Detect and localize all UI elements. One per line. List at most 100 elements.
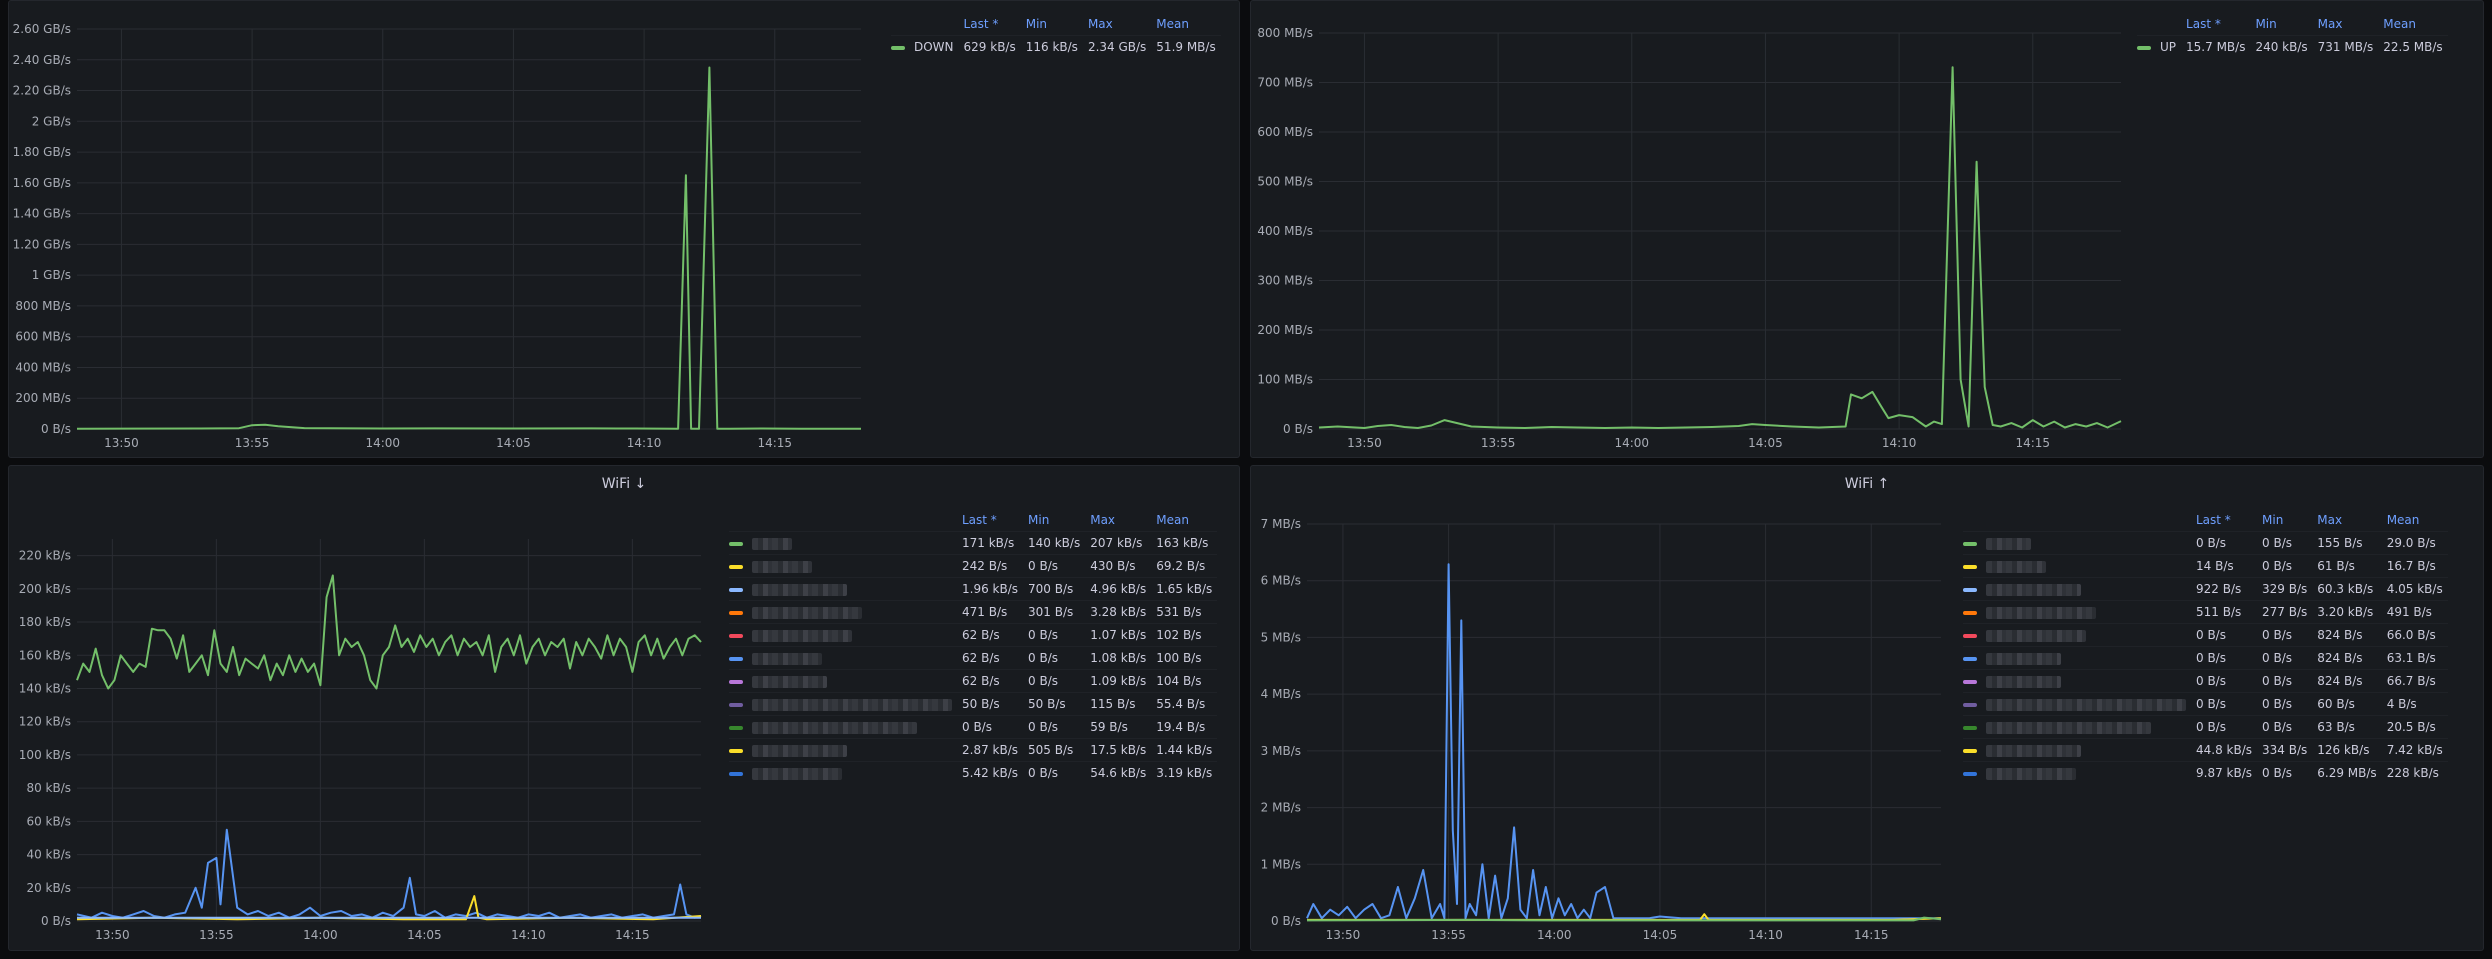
legend-row[interactable]: 0 B/s 0 B/s 824 B/s 66.0 B/s xyxy=(1963,623,2448,647)
legend-header-spacer xyxy=(909,13,959,36)
legend-row[interactable]: 62 B/s 0 B/s 1.08 kB/s 100 B/s xyxy=(729,646,1218,670)
legend-row[interactable]: DOWN 629 kB/s 116 kB/s 2.34 GB/s 51.9 MB/s xyxy=(891,35,1221,58)
legend-header-3: Mean xyxy=(2383,17,2416,31)
legend-row[interactable]: 44.8 kB/s 334 B/s 126 kB/s 7.42 kB/s xyxy=(1963,738,2448,762)
legend-row[interactable]: 0 B/s 0 B/s 60 B/s 4 B/s xyxy=(1963,692,2448,716)
legend-series-name-redacted[interactable] xyxy=(1981,554,2191,578)
legend-swatch xyxy=(1963,738,1981,762)
legend-header-row: Last * Min Max Mean xyxy=(1963,509,2448,532)
legend-header-2: Max xyxy=(1090,513,1116,527)
legend-value-mean: 20.5 B/s xyxy=(2381,715,2448,739)
legend-row[interactable]: 242 B/s 0 B/s 430 B/s 69.2 B/s xyxy=(729,554,1218,578)
y-tick-label: 4 MB/s xyxy=(1261,687,1301,701)
y-tick-label: 1.40 GB/s xyxy=(13,207,71,221)
legend-header-0[interactable]: Last * xyxy=(962,513,997,527)
y-tick-label: 160 kB/s xyxy=(19,648,71,662)
legend-value-max: 59 B/s xyxy=(1085,715,1152,739)
legend-row[interactable]: 2.87 kB/s 505 B/s 17.5 kB/s 1.44 kB/s xyxy=(729,738,1218,762)
legend-row[interactable]: 14 B/s 0 B/s 61 B/s 16.7 B/s xyxy=(1963,554,2448,578)
legend-row[interactable]: 0 B/s 0 B/s 155 B/s 29.0 B/s xyxy=(1963,531,2448,555)
legend-series-name-redacted[interactable] xyxy=(747,669,957,693)
legend-header-1: Min xyxy=(2255,17,2277,31)
y-tick-label: 1.80 GB/s xyxy=(13,145,71,159)
legend-series-name-redacted[interactable] xyxy=(747,623,957,647)
legend-series-name-redacted[interactable] xyxy=(747,531,957,555)
legend-row[interactable]: 0 B/s 0 B/s 824 B/s 66.7 B/s xyxy=(1963,669,2448,693)
legend-value-mean: 3.19 kB/s xyxy=(1151,761,1218,784)
legend-row[interactable]: 50 B/s 50 B/s 115 B/s 55.4 B/s xyxy=(729,692,1218,716)
legend-value-max: 2.34 GB/s xyxy=(1082,35,1152,58)
legend-header-2: Max xyxy=(2317,17,2343,31)
legend-row[interactable]: 511 B/s 277 B/s 3.20 kB/s 491 B/s xyxy=(1963,600,2448,624)
legend-row[interactable]: 471 B/s 301 B/s 3.28 kB/s 531 B/s xyxy=(729,600,1218,624)
legend-row[interactable]: 1.96 kB/s 700 B/s 4.96 kB/s 1.65 kB/s xyxy=(729,577,1218,601)
legend-series-name-redacted[interactable] xyxy=(747,761,957,784)
legend-value-min: 0 B/s xyxy=(1023,761,1086,784)
legend-row[interactable]: 9.87 kB/s 0 B/s 6.29 MB/s 228 kB/s xyxy=(1963,761,2448,784)
legend-row[interactable]: 62 B/s 0 B/s 1.07 kB/s 102 B/s xyxy=(729,623,1218,647)
legend-value-max: 63 B/s xyxy=(2312,715,2382,739)
y-tick-label: 600 MB/s xyxy=(1257,125,1313,139)
legend-series-name-redacted[interactable] xyxy=(747,646,957,670)
y-tick-label: 0 B/s xyxy=(1271,914,1301,928)
legend-value-mean: 163 kB/s xyxy=(1151,531,1218,555)
legend-series-name-redacted[interactable] xyxy=(1981,715,2191,739)
legend-row[interactable]: 5.42 kB/s 0 B/s 54.6 kB/s 3.19 kB/s xyxy=(729,761,1218,784)
legend-series-name-redacted[interactable] xyxy=(1981,761,2191,784)
legend-series-name-redacted[interactable] xyxy=(747,738,957,762)
legend-swatch xyxy=(729,738,747,762)
legend-value-last: 0 B/s xyxy=(2191,715,2258,739)
y-tick-label: 120 kB/s xyxy=(19,715,71,729)
legend-series-name[interactable]: UP xyxy=(2155,35,2182,58)
legend-row[interactable]: 922 B/s 329 B/s 60.3 kB/s 4.05 kB/s xyxy=(1963,577,2448,601)
legend-series-name-redacted[interactable] xyxy=(1981,531,2191,555)
legend-series-name-redacted[interactable] xyxy=(1981,623,2191,647)
series-line-0 xyxy=(1306,563,1941,920)
legend-value-max: 1.07 kB/s xyxy=(1085,623,1152,647)
legend-swatch xyxy=(729,646,747,670)
y-tick-label: 100 kB/s xyxy=(19,748,71,762)
legend-row[interactable]: 171 kB/s 140 kB/s 207 kB/s 163 kB/s xyxy=(729,531,1218,555)
legend-series-name-redacted[interactable] xyxy=(747,715,957,739)
redacted-label xyxy=(1986,698,2186,711)
legend-header-0[interactable]: Last * xyxy=(963,17,999,31)
legend-series-name-redacted[interactable] xyxy=(747,554,957,578)
legend-header-spacer xyxy=(2137,13,2155,36)
legend-series-name[interactable]: DOWN xyxy=(909,35,959,58)
legend-series-name-redacted[interactable] xyxy=(1981,600,2191,624)
series-color-swatch xyxy=(1963,771,1977,776)
legend-row[interactable]: 62 B/s 0 B/s 1.09 kB/s 104 B/s xyxy=(729,669,1218,693)
legend-series-name-redacted[interactable] xyxy=(1981,577,2191,601)
legend-series-name-redacted[interactable] xyxy=(747,692,957,716)
x-tick-label: 14:10 xyxy=(511,928,546,942)
legend-value-last: 62 B/s xyxy=(957,646,1024,670)
legend-value-mean: 7.42 kB/s xyxy=(2381,738,2448,762)
panel-down-total: 0 B/s 200 MB/s 400 MB/s 600 MB/s 800 MB/s 1 G… xyxy=(8,0,1240,458)
legend-value-max: 126 kB/s xyxy=(2312,738,2382,762)
legend-value-last: 1.96 kB/s xyxy=(957,577,1024,601)
legend-header-row: Last * Min Max Mean xyxy=(891,13,1221,36)
legend-series-name-redacted[interactable] xyxy=(747,600,957,624)
legend-value-max: 115 B/s xyxy=(1085,692,1152,716)
legend-series-name-redacted[interactable] xyxy=(747,577,957,601)
legend-header-3: Mean xyxy=(1156,17,1189,31)
legend-row[interactable]: 0 B/s 0 B/s 63 B/s 20.5 B/s xyxy=(1963,715,2448,739)
legend-row[interactable]: 0 B/s 0 B/s 59 B/s 19.4 B/s xyxy=(729,715,1218,739)
x-tick-label: 14:10 xyxy=(1882,436,1917,450)
legend-value-max: 207 kB/s xyxy=(1085,531,1152,555)
legend-series-name-redacted[interactable] xyxy=(1981,646,2191,670)
legend-value-max: 1.08 kB/s xyxy=(1085,646,1152,670)
legend-value-last: 242 B/s xyxy=(957,554,1024,578)
legend-row[interactable]: UP 15.7 MB/s 240 kB/s 731 MB/s 22.5 MB/s xyxy=(2137,35,2448,58)
legend-series-name-redacted[interactable] xyxy=(1981,692,2191,716)
legend-row[interactable]: 0 B/s 0 B/s 824 B/s 63.1 B/s xyxy=(1963,646,2448,670)
legend-swatch xyxy=(1963,577,1981,601)
legend-value-max: 731 MB/s xyxy=(2312,35,2379,58)
legend-series-name-redacted[interactable] xyxy=(1981,669,2191,693)
legend-value-mean: 104 B/s xyxy=(1151,669,1218,693)
legend-header-0[interactable]: Last * xyxy=(2196,513,2231,527)
legend-value-min: 0 B/s xyxy=(2257,531,2313,555)
legend-series-name-redacted[interactable] xyxy=(1981,738,2191,762)
x-tick-label: 14:00 xyxy=(303,928,338,942)
legend-header-0[interactable]: Last * xyxy=(2186,17,2221,31)
